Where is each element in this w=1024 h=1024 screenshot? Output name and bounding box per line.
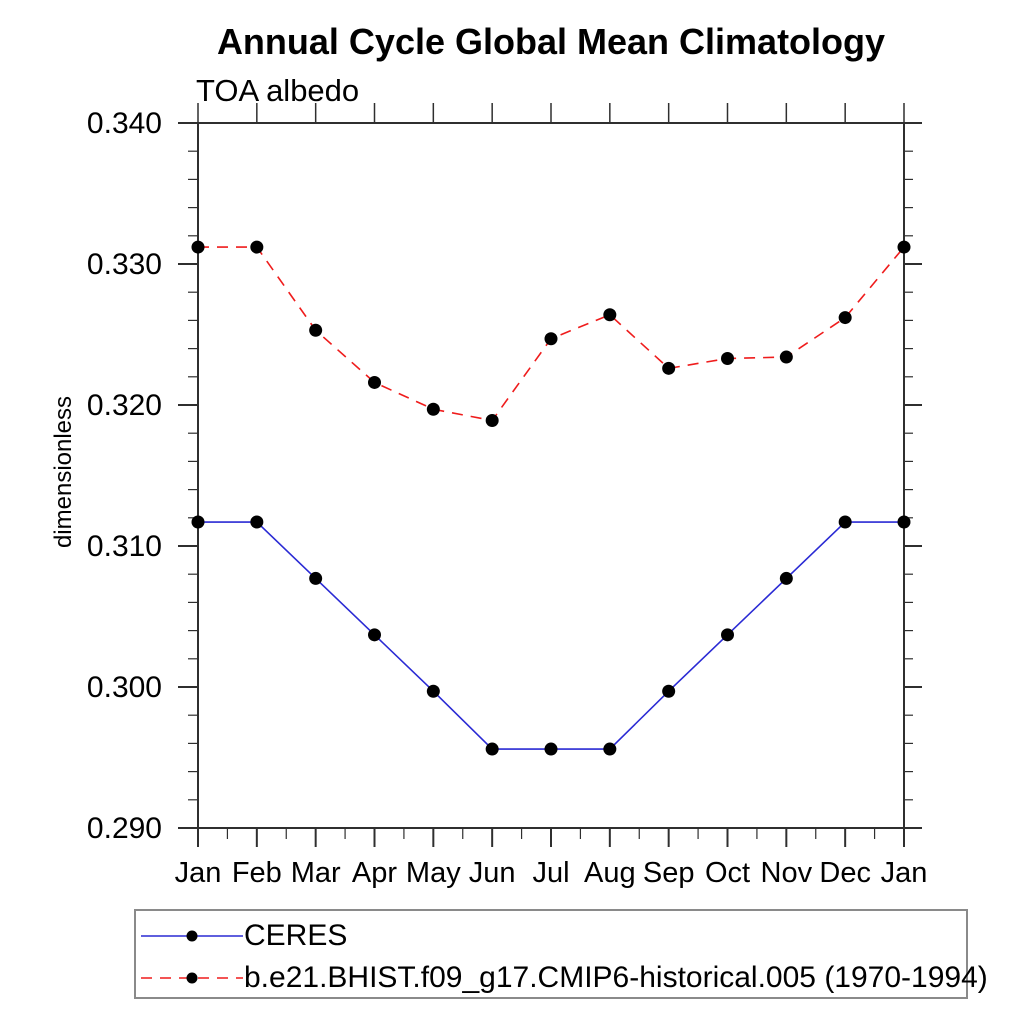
legend-line-sample-dashed bbox=[141, 972, 243, 984]
x-tick-label: Sep bbox=[643, 857, 695, 889]
data-point-marker bbox=[544, 332, 558, 346]
chart-title: Annual Cycle Global Mean Climatology bbox=[216, 21, 886, 62]
x-tick-label: Jun bbox=[469, 857, 516, 889]
data-point-marker bbox=[309, 571, 323, 585]
x-tick-label: Oct bbox=[705, 857, 750, 889]
x-tick-label: Apr bbox=[352, 857, 397, 889]
data-point-marker bbox=[368, 628, 381, 642]
data-point-marker bbox=[191, 240, 205, 254]
y-tick-label: 0.330 bbox=[87, 248, 162, 281]
y-axis-label: dimensionless bbox=[50, 395, 77, 549]
legend-item-ceres: CERES bbox=[140, 915, 347, 957]
axis-frame bbox=[197, 122, 905, 829]
x-tick-label: Dec bbox=[819, 857, 871, 889]
data-point-marker bbox=[897, 515, 911, 529]
data-point-marker bbox=[662, 684, 676, 698]
data-point-marker bbox=[485, 414, 499, 428]
data-point-marker bbox=[426, 684, 440, 698]
data-point-marker bbox=[191, 515, 205, 529]
x-tick-label: Jan bbox=[175, 857, 222, 889]
data-point-marker bbox=[897, 240, 911, 254]
x-tick-label: Feb bbox=[232, 857, 282, 889]
x-tick-label: Nov bbox=[761, 857, 813, 889]
data-point-marker bbox=[603, 308, 617, 322]
x-tick-label: Aug bbox=[584, 857, 636, 889]
x-tick-label: May bbox=[406, 857, 461, 889]
data-point-marker bbox=[838, 515, 852, 529]
data-point-marker bbox=[779, 350, 793, 364]
legend-sample-marker bbox=[186, 972, 198, 984]
series-line-0 bbox=[198, 521, 904, 750]
data-point-marker bbox=[838, 311, 852, 325]
data-point-marker bbox=[485, 742, 499, 756]
y-tick-label: 0.290 bbox=[87, 812, 162, 845]
data-point-marker bbox=[544, 742, 558, 756]
y-tick-label: 0.300 bbox=[87, 671, 162, 704]
x-tick-label: Jan bbox=[881, 857, 928, 889]
legend-box: CERES b.e21.BHIST.f09_g17.CMIP6-historic… bbox=[134, 909, 988, 999]
x-tick-label: Mar bbox=[291, 857, 341, 889]
data-point-marker bbox=[250, 515, 264, 529]
data-point-marker bbox=[426, 402, 440, 416]
data-point-marker bbox=[779, 571, 793, 585]
data-point-marker bbox=[721, 351, 734, 365]
data-point-marker bbox=[250, 240, 264, 254]
y-tick-label: 0.320 bbox=[87, 389, 162, 422]
legend-label: b.e21.BHIST.f09_g17.CMIP6-historical.005… bbox=[244, 961, 988, 994]
data-point-marker bbox=[368, 375, 381, 389]
x-tick-label: Jul bbox=[532, 857, 569, 889]
data-point-marker bbox=[309, 323, 323, 337]
data-point-marker bbox=[603, 742, 617, 756]
legend-item-model: b.e21.BHIST.f09_g17.CMIP6-historical.005… bbox=[140, 957, 988, 999]
data-point-marker bbox=[721, 628, 734, 642]
y-tick-label: 0.310 bbox=[87, 530, 162, 563]
y-tick-label: 0.340 bbox=[87, 107, 162, 140]
chart-subtitle: TOA albedo bbox=[196, 73, 360, 108]
data-point-marker bbox=[662, 361, 676, 375]
legend-label: CERES bbox=[244, 919, 348, 952]
legend-line-sample-solid bbox=[141, 930, 243, 942]
legend-sample-marker bbox=[186, 930, 198, 942]
